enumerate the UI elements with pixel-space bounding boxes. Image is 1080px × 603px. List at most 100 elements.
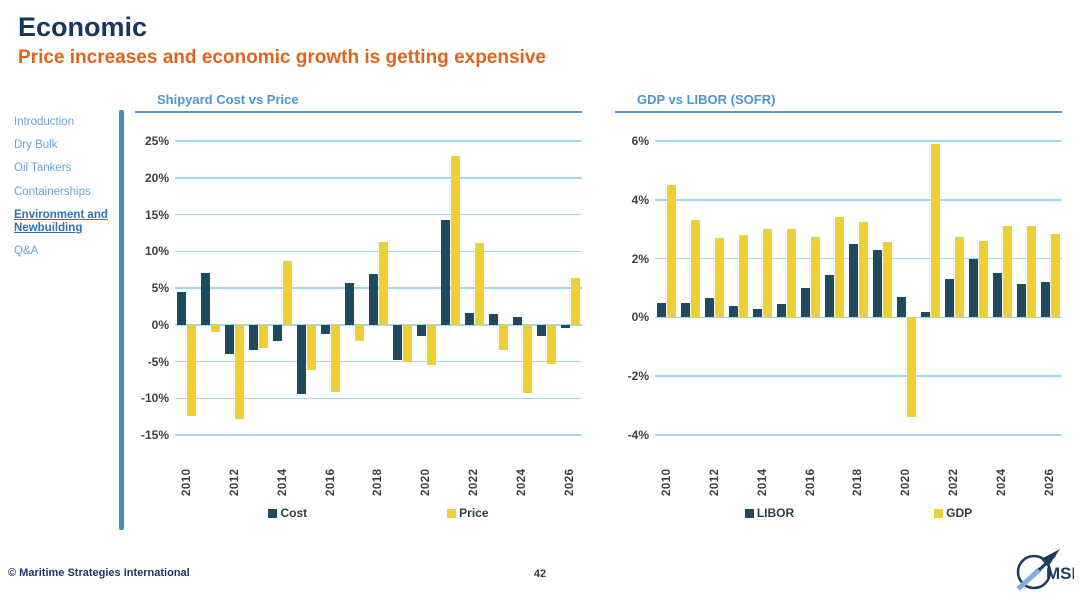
y-tick-label: 4% bbox=[631, 192, 649, 207]
bar-libor-2013 bbox=[729, 305, 739, 318]
x-tick-slot: 2020 bbox=[894, 441, 918, 496]
footer-copyright: © Maritime Strategies International bbox=[8, 567, 190, 579]
x-tick-slot: 2014 bbox=[751, 441, 775, 496]
bar-libor-2022 bbox=[944, 279, 954, 318]
x-tick-slot: 2012 bbox=[703, 441, 727, 496]
bar-libor-2025 bbox=[1016, 283, 1026, 318]
bar-cost-2011 bbox=[201, 273, 211, 325]
x-tick-label: 2016 bbox=[324, 468, 337, 496]
bar-price-2013 bbox=[259, 324, 269, 349]
x-tick-label: 2024 bbox=[516, 468, 529, 496]
gridline bbox=[655, 257, 1062, 260]
bar-libor-2014 bbox=[753, 308, 763, 318]
y-tick-label: 2% bbox=[631, 251, 649, 266]
y-axis-labels: 25% 20% 15% 10% 5% 0% -5% -10% -15% bbox=[135, 134, 175, 442]
bar-gdp-2013 bbox=[739, 235, 749, 318]
bar-cost-2010 bbox=[177, 292, 187, 325]
bar-gdp-2020 bbox=[906, 317, 916, 418]
logo-circle bbox=[1016, 554, 1052, 590]
y-tick-label: 15% bbox=[144, 207, 169, 222]
sidebar-item-containerships[interactable]: Containerships bbox=[14, 185, 91, 198]
x-tick-label: 2014 bbox=[276, 468, 289, 496]
bar-cost-2023 bbox=[488, 314, 498, 325]
bar-gdp-2022 bbox=[954, 236, 964, 318]
sidebar-item-introduction[interactable]: Introduction bbox=[14, 116, 75, 128]
legend-item-libor: LIBOR bbox=[744, 506, 795, 520]
bar-price-2026 bbox=[570, 277, 580, 325]
bar-cost-2014 bbox=[273, 324, 283, 341]
bar-cost-2017 bbox=[345, 282, 355, 325]
legend-label: LIBOR bbox=[756, 506, 795, 520]
bar-libor-2016 bbox=[801, 288, 811, 318]
x-tick-slot: 2010 bbox=[655, 441, 679, 496]
legend-swatch-gdp bbox=[934, 508, 944, 518]
x-tick-slot: 2026 bbox=[1038, 441, 1062, 496]
x-tick-label: 2022 bbox=[468, 468, 481, 496]
bar-gdp-2015 bbox=[787, 229, 797, 318]
gridline bbox=[175, 213, 582, 216]
gridline bbox=[655, 434, 1062, 436]
x-axis-labels: 2010 2012 2014 2016 2018 2020 2022 2024 2026 bbox=[655, 441, 1062, 496]
y-tick-label: 0% bbox=[151, 317, 169, 332]
msi-logo-graphic: MSI bbox=[1016, 549, 1076, 591]
legend-item-cost: Cost bbox=[268, 506, 307, 520]
chart-title-underline bbox=[615, 111, 1062, 113]
legend: Cost Price bbox=[175, 506, 582, 520]
bar-libor-2012 bbox=[705, 298, 715, 318]
y-tick-label: -4% bbox=[627, 428, 649, 442]
page-title: Economic bbox=[18, 12, 148, 42]
bar-price-2023 bbox=[498, 324, 508, 350]
bar-price-2010 bbox=[187, 324, 197, 416]
bar-gdp-2019 bbox=[882, 242, 892, 318]
x-tick-label: 2016 bbox=[804, 468, 817, 496]
msi-logo: MSI bbox=[1010, 546, 1076, 601]
bar-libor-2021 bbox=[920, 311, 930, 318]
bar-libor-2010 bbox=[657, 302, 667, 318]
bar-price-2015 bbox=[307, 324, 317, 370]
legend-item-price: Price bbox=[447, 506, 489, 520]
logo-needle-head bbox=[1041, 549, 1060, 567]
gridline bbox=[175, 140, 582, 142]
x-tick-label: 2024 bbox=[996, 468, 1009, 496]
gridline bbox=[655, 316, 1062, 319]
x-tick-label: 2022 bbox=[948, 468, 961, 496]
bar-price-2018 bbox=[379, 241, 388, 325]
x-tick-slot: 2022 bbox=[942, 441, 966, 496]
x-tick-slot: 2024 bbox=[510, 441, 534, 496]
bar-cost-2025 bbox=[536, 324, 546, 336]
sidebar-item-oil-tankers[interactable]: Oil Tankers bbox=[14, 162, 72, 175]
y-tick-label: 20% bbox=[144, 170, 169, 185]
bar-cost-2020 bbox=[416, 324, 426, 336]
sidebar-item-dry-bulk[interactable]: Dry Bulk bbox=[14, 139, 58, 152]
bar-gdp-2024 bbox=[1002, 226, 1012, 318]
x-tick-slot: 2016 bbox=[319, 441, 343, 496]
x-tick-slot: 2010 bbox=[175, 441, 199, 496]
bar-libor-2011 bbox=[681, 302, 691, 318]
bar-gdp-2016 bbox=[811, 236, 821, 318]
bar-price-2012 bbox=[235, 324, 245, 419]
bar-libor-2024 bbox=[992, 273, 1002, 318]
logo-text: MSI bbox=[1046, 564, 1074, 583]
bar-gdp-2010 bbox=[667, 185, 677, 318]
y-tick-label: 10% bbox=[144, 244, 169, 259]
x-tick-label: 2018 bbox=[852, 468, 865, 496]
legend-label: GDP bbox=[946, 506, 973, 520]
sidebar-item-environment-and-newbuilding[interactable]: Environment and Newbuilding bbox=[14, 208, 108, 235]
chart-shipyard-cost-vs-price: Shipyard Cost vs Price 25% 20% 15% 10% 5% 0% -… bbox=[135, 92, 582, 520]
x-axis-labels: 2010 2012 2014 2016 2018 2020 2022 2024 2026 bbox=[175, 441, 582, 496]
gridline bbox=[175, 324, 582, 326]
x-tick-label: 2012 bbox=[228, 468, 241, 496]
sidebar-item-q-a[interactable]: Q&A bbox=[14, 245, 39, 258]
bar-price-2014 bbox=[283, 260, 293, 325]
bar-price-2019 bbox=[402, 324, 412, 362]
sidebar-nav: Introduction Dry Bulk Oil Tankers Container… bbox=[14, 116, 116, 269]
bar-cost-2013 bbox=[249, 324, 259, 350]
bar-gdp-2018 bbox=[859, 221, 868, 318]
legend-label: Cost bbox=[280, 506, 308, 520]
bar-gdp-2017 bbox=[835, 217, 845, 318]
x-tick-label: 2010 bbox=[180, 468, 193, 496]
x-tick-label: 2026 bbox=[564, 468, 577, 496]
gridline bbox=[175, 397, 582, 399]
bar-gdp-2011 bbox=[691, 220, 701, 318]
